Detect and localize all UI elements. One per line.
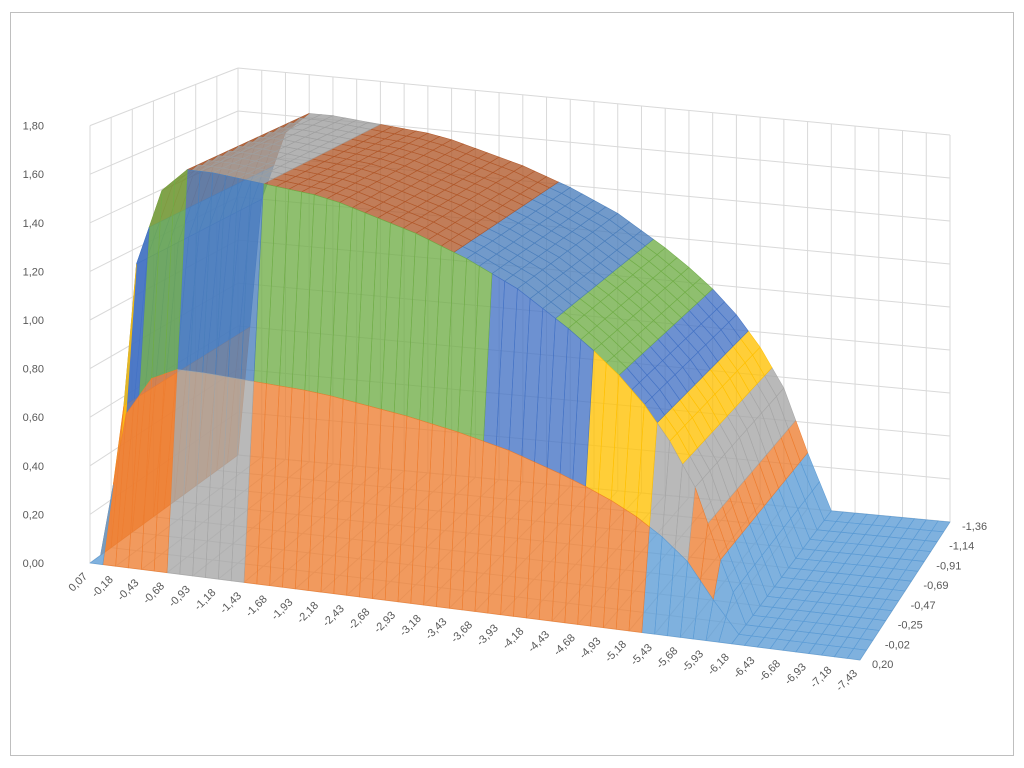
x-tick-label: -4,93 (577, 635, 603, 661)
z-tick-label: 1,00 (23, 315, 44, 327)
x-tick-label: -6,68 (757, 658, 783, 684)
x-tick-label: -3,68 (449, 619, 475, 645)
x-tick-label: -0,68 (141, 580, 167, 606)
x-tick-label: -0,93 (167, 584, 193, 610)
side-wall-gridline (89, 110, 239, 175)
depth-tick-label: -0,02 (885, 639, 910, 651)
z-tick-label: 0,20 (23, 509, 44, 521)
x-tick-label: -5,68 (654, 645, 680, 671)
z-tick-label: 0,60 (23, 412, 44, 424)
x-tick-label: -6,18 (706, 651, 732, 677)
x-tick-label: -2,93 (372, 609, 398, 635)
x-tick-label: -1,68 (244, 593, 270, 619)
x-tick-label: -3,93 (475, 622, 501, 648)
z-tick-label: 1,80 (23, 121, 44, 133)
depth-tick-label: -0,47 (911, 600, 936, 612)
x-tick-label: -7,43 (834, 668, 860, 694)
z-tick-label: 0,80 (23, 364, 44, 376)
x-tick-label: 0,07 (66, 571, 90, 595)
x-tick-label: -6,93 (783, 661, 809, 687)
depth-tick-label: -0,69 (923, 580, 948, 592)
vertical-axis-labels: 0,00 0,20 0,40 0,60 0,80 1,00 1,20 1,40 1,60 1,80 (23, 121, 44, 570)
x-tick-label: -0,18 (90, 574, 116, 600)
x-tick-label: -4,68 (552, 632, 578, 658)
x-tick-label: -3,18 (398, 613, 424, 639)
surface-cell (89, 484, 114, 565)
x-tick-label: -2,43 (321, 603, 347, 629)
depth-tick-label: -1,14 (949, 541, 974, 553)
x-tick-label: -5,93 (680, 648, 706, 674)
z-tick-label: 0,00 (23, 558, 44, 570)
side-wall-gridline (89, 67, 239, 127)
z-tick-label: 1,60 (23, 169, 44, 181)
x-tick-label: -4,18 (500, 626, 526, 652)
x-tick-label: -3,43 (423, 616, 449, 642)
depth-tick-label: -0,91 (936, 560, 961, 572)
surface-mesh (89, 113, 951, 661)
x-tick-label: -5,43 (629, 642, 655, 668)
z-tick-label: 0,40 (23, 461, 44, 473)
x-tick-label: -2,68 (346, 606, 372, 632)
x-tick-label: -0,43 (115, 577, 141, 603)
x-tick-label: -6,43 (731, 655, 757, 681)
depth-tick-label: -1,36 (962, 521, 987, 533)
x-tick-label: -4,43 (526, 629, 552, 655)
depth-tick-label: 0,20 (872, 659, 893, 671)
z-tick-label: 1,40 (23, 218, 44, 230)
depth-tick-label: -0,25 (898, 620, 923, 632)
depth-axis-labels: 0,20 -0,02 -0,25 -0,47 -0,69 -0,91 -1,14 -1,36 (872, 521, 987, 671)
chart-area: 0,00 0,20 0,40 0,60 0,80 1,00 1,20 1,40 1,60 1,80… (10, 12, 1014, 756)
x-tick-label: -5,18 (603, 639, 629, 665)
x-tick-label: -1,18 (192, 587, 218, 613)
z-tick-label: 1,20 (23, 266, 44, 278)
x-tick-label: -2,18 (295, 600, 321, 626)
x-tick-label: -1,93 (269, 597, 295, 623)
x-tick-label: -1,43 (218, 590, 244, 616)
x-tick-label: -7,18 (808, 664, 834, 690)
